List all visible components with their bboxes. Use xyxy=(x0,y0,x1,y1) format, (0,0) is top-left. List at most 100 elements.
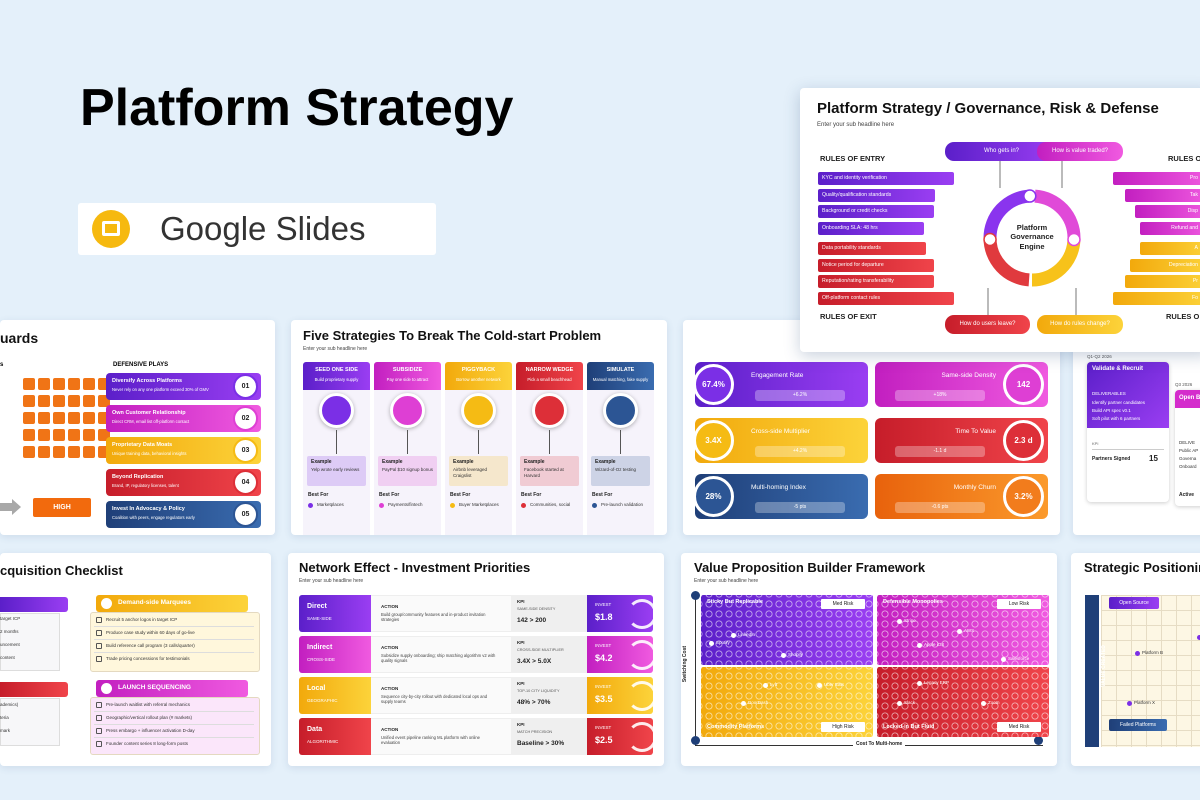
company-dot xyxy=(897,619,902,624)
rule-bar: Tak xyxy=(1125,188,1200,202)
company-dot xyxy=(763,683,768,688)
metric-delta: +4.2% xyxy=(755,446,845,457)
metric-card: 3.4X Cross-side Multiplier +4.2% xyxy=(693,418,868,463)
metric-name: Monthly Churn xyxy=(953,484,996,491)
rule-text: Background or credit checks xyxy=(822,208,888,214)
metric-value: 142 xyxy=(1003,364,1044,405)
company-label: Stripe xyxy=(904,618,916,623)
best-label: Best For xyxy=(308,492,329,498)
bullet xyxy=(450,503,455,508)
grid-cell xyxy=(53,412,65,424)
invest-value: $3.5 xyxy=(595,694,613,704)
row-title: Direct xyxy=(307,603,327,610)
grid-cell xyxy=(23,446,35,458)
ring-segment xyxy=(1031,240,1081,287)
risk-label: Med Risk xyxy=(821,599,865,609)
rule-text: Notice period for departure xyxy=(822,261,884,268)
example-box: Example PayPal $10 signup bonus xyxy=(378,456,437,486)
action-text: Sequence city-by-city rollout with dedic… xyxy=(381,694,488,705)
section-heading: Demand-side Marquees xyxy=(118,599,191,606)
strategy-tagline: Manual matching, fake supply xyxy=(592,377,649,382)
ring-icon xyxy=(983,232,997,247)
example-label: Example xyxy=(524,459,545,465)
checkbox xyxy=(96,728,102,734)
deliverable: Identify partner candidates xyxy=(1092,400,1146,405)
metric-value: 2.3 d xyxy=(1003,420,1044,461)
company-label: Slack xyxy=(904,700,916,705)
connector xyxy=(620,430,621,454)
bullet xyxy=(379,503,384,508)
divider xyxy=(94,652,254,653)
invest-label: INVEST xyxy=(595,602,612,607)
metric-delta: -1.1 d xyxy=(895,446,985,457)
metric-name: Same-side Density xyxy=(941,372,996,379)
row-action: ACTION Build group/community features and… xyxy=(371,595,511,632)
invest-value: $4.2 xyxy=(595,653,613,663)
section-icon xyxy=(101,598,112,609)
ring-segment xyxy=(983,189,1030,239)
metric-value: 67.4% xyxy=(693,364,734,405)
rule-text: Refund and xyxy=(1171,224,1198,231)
zone-label: Failed Platforms xyxy=(1109,719,1167,731)
deliverables-label: DELIVE xyxy=(1179,440,1196,445)
kpi-name: TOP-10 CITY LIQUIDITY xyxy=(517,689,560,693)
y-axis xyxy=(695,593,696,745)
grid-cell xyxy=(23,395,35,407)
example-label: Example xyxy=(453,459,474,465)
deliverable: Onboard xyxy=(1179,464,1197,469)
point xyxy=(1197,635,1200,640)
kpi-target: 3.4X > 5.0X xyxy=(517,658,552,665)
bullet xyxy=(308,503,313,508)
checkbox xyxy=(96,656,102,662)
metric-card: 3.2% Monthly Churn -0.6 pts xyxy=(875,474,1048,519)
question-pill: How do rules change? xyxy=(1037,315,1123,334)
best-text: Buyer Marketplaces xyxy=(459,502,499,507)
best-text: Payments/fintech xyxy=(388,502,423,507)
slide-cold-start: Five Strategies To Break The Cold-start … xyxy=(291,320,667,535)
row-title: Local xyxy=(307,685,326,692)
check-item: Build reference call program (3 calls/qu… xyxy=(106,643,195,648)
section-box xyxy=(90,612,260,672)
point xyxy=(1135,651,1140,656)
badge-icon xyxy=(92,210,130,248)
strategy-header: NARROW WEDGE Pick a small beachhead xyxy=(516,362,583,390)
section-header: Demand-side Marquees xyxy=(96,595,248,612)
example-label: Example xyxy=(382,459,403,465)
kpi-target: 48% > 70% xyxy=(517,699,551,706)
strategy-name: SUBSIDIZE xyxy=(392,367,423,373)
kpi-name: Partners Signed xyxy=(1092,456,1131,462)
divider xyxy=(94,711,254,712)
row-name: Direct SAME-SIDE xyxy=(299,595,371,632)
grid-cell xyxy=(23,412,35,424)
check-item: uncement xyxy=(0,642,20,647)
row-action: ACTION Sequence city-by-city rollout with… xyxy=(371,677,511,714)
invest-gauge xyxy=(627,640,653,670)
rule-bar: Notice period for departure xyxy=(818,258,934,272)
kpi-label: KPI xyxy=(517,640,525,645)
rule-bar: KYC and identity verification xyxy=(818,172,954,185)
phase-header: Validate & Recruit DELIVERABLES Identify p… xyxy=(1087,362,1169,428)
strategy-icon xyxy=(532,393,567,428)
deliverable: Soft pilot with 6 partners xyxy=(1092,416,1141,421)
axis-label: VALUE CREATED xyxy=(1100,645,1107,687)
invest-gauge xyxy=(627,599,653,629)
strategy-icon xyxy=(319,393,354,428)
quadrant-name: Defensible Monopolies xyxy=(883,599,943,605)
play-bar: Diversify Across Platforms Never rely on … xyxy=(106,373,261,400)
check-item: Pre-launch waitlist with referral mechan… xyxy=(106,702,191,707)
rule-text: A xyxy=(1194,245,1198,251)
checkbox xyxy=(96,643,102,649)
axis-label: Cost To Multi-home xyxy=(853,741,906,747)
strategy-name: PIGGYBACK xyxy=(461,367,496,373)
example-box: Example Facebook started at Harvard xyxy=(520,456,579,486)
section-box xyxy=(90,697,260,755)
company-dot xyxy=(731,633,736,638)
strategy-header: SUBSIDIZE Pay one side to attract xyxy=(374,362,441,390)
company-label: Spotify xyxy=(716,640,730,645)
example-text: Facebook started at Harvard xyxy=(524,467,564,478)
check-item: target ICP xyxy=(0,616,21,621)
section-header: LAUNCH SEQUENCING xyxy=(96,680,248,697)
metric-card: 67.4% Engagement Rate +6.2% xyxy=(693,362,868,407)
metric-name: Time To Value xyxy=(955,428,996,435)
